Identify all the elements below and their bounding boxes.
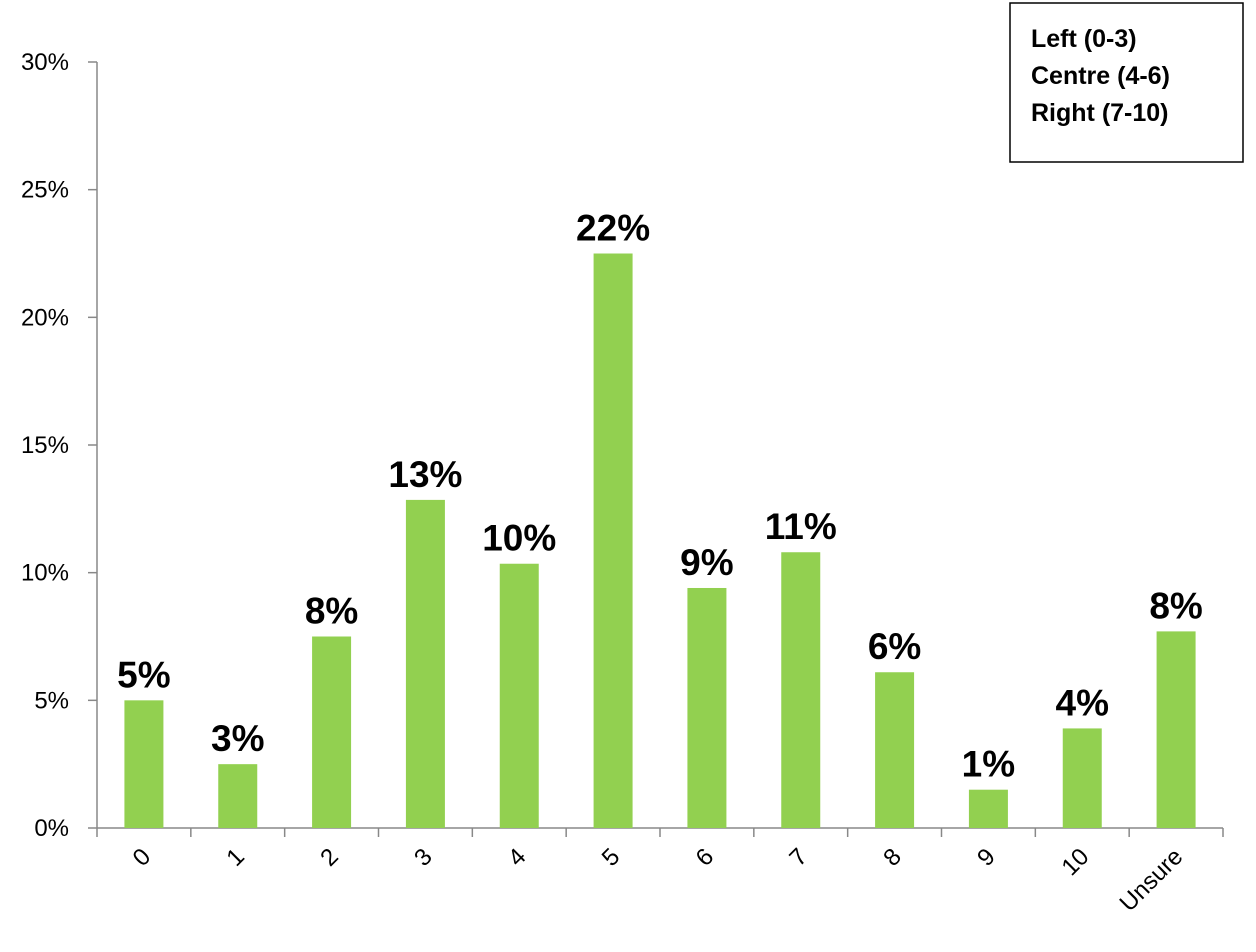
y-tick-label: 20% xyxy=(21,304,69,331)
y-tick-label: 25% xyxy=(21,177,69,204)
data-label: 8% xyxy=(1149,585,1202,626)
y-tick-label: 5% xyxy=(34,687,69,714)
annotation-line: Right (7-10) xyxy=(1031,99,1169,127)
data-label: 13% xyxy=(388,454,462,495)
bar-9 xyxy=(968,789,1008,828)
y-tick-label: 30% xyxy=(21,49,69,76)
data-label: 9% xyxy=(680,542,733,583)
x-tick-label: 9 xyxy=(972,843,1001,872)
annotation-line: Left (0-3) xyxy=(1031,25,1137,53)
x-tick-label: 8 xyxy=(878,843,907,872)
data-label: 8% xyxy=(305,591,358,632)
data-label: 22% xyxy=(576,208,650,249)
data-label: 1% xyxy=(962,744,1015,785)
x-tick-label: 1 xyxy=(221,843,250,872)
x-tick-label: 2 xyxy=(315,843,344,872)
y-tick-label: 0% xyxy=(34,815,69,842)
data-label: 10% xyxy=(482,518,556,559)
bar-0 xyxy=(124,700,164,828)
data-label: 6% xyxy=(868,626,921,667)
x-axis: 0 1 2 3 4 5 6 7 8 9 10 Unsure xyxy=(96,827,1224,917)
bars xyxy=(124,253,1196,828)
x-tick-label: 7 xyxy=(784,843,813,872)
bar-4 xyxy=(499,563,539,828)
bar-7 xyxy=(781,552,821,828)
x-tick-label: 3 xyxy=(409,843,438,872)
bar-1 xyxy=(218,764,258,828)
x-tick-label: Unsure xyxy=(1115,843,1189,917)
bar-2 xyxy=(312,636,352,828)
data-label: 3% xyxy=(211,718,264,759)
x-tick-label: 5 xyxy=(597,843,626,872)
bar-6 xyxy=(687,587,727,828)
y-tick-label: 15% xyxy=(21,432,69,459)
x-tick-label: 4 xyxy=(503,843,532,872)
bar-5 xyxy=(593,253,633,828)
annotation-box-frame xyxy=(1009,2,1244,163)
bar-8 xyxy=(875,672,915,828)
bar-3 xyxy=(405,499,445,828)
data-labels: 5% 3% 8% 13% 10% 22% 9% 11% 6% 1% 4% 8% xyxy=(117,208,1203,785)
y-axis: 0% 5% 10% 15% 20% 25% 30% xyxy=(21,49,98,842)
y-tick-label: 10% xyxy=(21,560,69,587)
annotation-box: Left (0-3) Centre (4-6) Right (7-10) xyxy=(1009,2,1244,163)
data-label: 11% xyxy=(765,506,837,547)
x-tick-label: 10 xyxy=(1057,843,1095,881)
annotation-line: Centre (4-6) xyxy=(1031,62,1170,90)
data-label: 5% xyxy=(117,654,170,695)
x-tick-label: 0 xyxy=(128,843,157,872)
bar-unsure xyxy=(1156,631,1196,828)
x-tick-label: 6 xyxy=(691,843,720,872)
bar-10 xyxy=(1062,728,1102,828)
data-label: 4% xyxy=(1056,682,1109,723)
